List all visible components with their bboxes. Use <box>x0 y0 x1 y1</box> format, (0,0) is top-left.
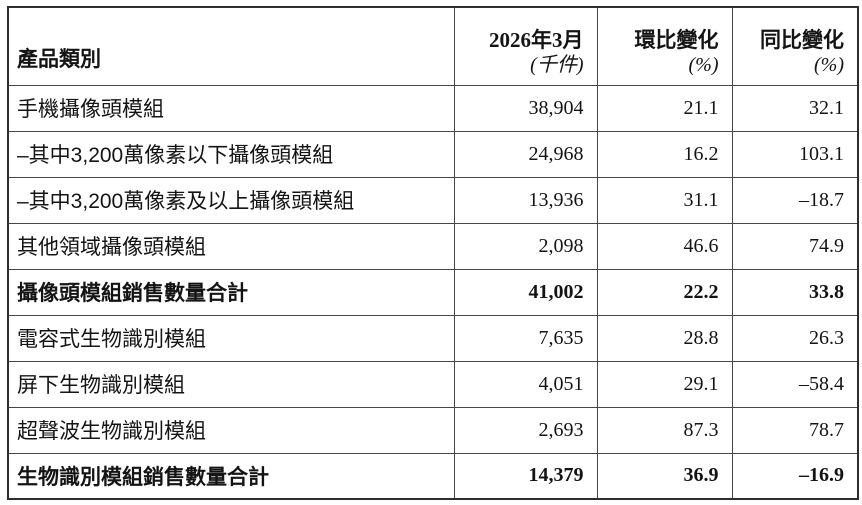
row-yoy: –58.4 <box>731 360 859 408</box>
header-yoy-unit: (%) <box>814 53 844 76</box>
sales-volume-table: 產品類別 2026年3月 (千件) 環比變化 (%) 同比變化 (%) 手機攝像… <box>7 6 859 500</box>
row-category: –其中3,200萬像素及以上攝像頭模組 <box>7 176 455 224</box>
row-volume: 7,635 <box>453 314 598 362</box>
row-mom: 29.1 <box>596 360 733 408</box>
row-category: –其中3,200萬像素以下攝像頭模組 <box>7 130 455 178</box>
header-mom-title: 環比變化 <box>634 27 719 52</box>
row-mom: 28.8 <box>596 314 733 362</box>
row-yoy: 103.1 <box>731 130 859 178</box>
row-volume: 24,968 <box>453 130 598 178</box>
row-yoy: 32.1 <box>731 84 859 132</box>
table-row-total-camera: 攝像頭模組銷售數量合計 41,002 22.2 33.8 <box>7 268 859 316</box>
row-category: 超聲波生物識別模組 <box>7 406 455 454</box>
header-row: 產品類別 2026年3月 (千件) 環比變化 (%) 同比變化 (%) <box>7 6 859 86</box>
row-mom: 16.2 <box>596 130 733 178</box>
table-header: 產品類別 2026年3月 (千件) 環比變化 (%) 同比變化 (%) <box>7 6 859 86</box>
row-volume: 2,693 <box>453 406 598 454</box>
header-volume-unit: (千件) <box>530 53 584 76</box>
row-category: 電容式生物識別模組 <box>7 314 455 362</box>
row-category: 生物識別模組銷售數量合計 <box>7 452 455 500</box>
row-category: 其他領域攝像頭模組 <box>7 222 455 270</box>
table-body: 手機攝像頭模組 38,904 21.1 32.1 –其中3,200萬像素以下攝像… <box>7 84 859 500</box>
row-yoy: –16.9 <box>731 452 859 500</box>
table-row: 其他領域攝像頭模組 2,098 46.6 74.9 <box>7 222 859 270</box>
row-mom: 46.6 <box>596 222 733 270</box>
row-mom: 31.1 <box>596 176 733 224</box>
row-yoy: 26.3 <box>731 314 859 362</box>
row-mom: 36.9 <box>596 452 733 500</box>
table-row: –其中3,200萬像素以下攝像頭模組 24,968 16.2 103.1 <box>7 130 859 178</box>
row-yoy: –18.7 <box>731 176 859 224</box>
row-volume: 2,098 <box>453 222 598 270</box>
table-row: 手機攝像頭模組 38,904 21.1 32.1 <box>7 84 859 132</box>
row-yoy: 33.8 <box>731 268 859 316</box>
row-mom: 21.1 <box>596 84 733 132</box>
row-volume: 14,379 <box>453 452 598 500</box>
header-product-category: 產品類別 <box>7 6 455 86</box>
row-category: 手機攝像頭模組 <box>7 84 455 132</box>
row-volume: 4,051 <box>453 360 598 408</box>
row-mom: 22.2 <box>596 268 733 316</box>
table-row: –其中3,200萬像素及以上攝像頭模組 13,936 31.1 –18.7 <box>7 176 859 224</box>
row-yoy: 78.7 <box>731 406 859 454</box>
row-volume: 41,002 <box>453 268 598 316</box>
row-volume: 38,904 <box>453 84 598 132</box>
row-yoy: 74.9 <box>731 222 859 270</box>
header-yoy-change: 同比變化 (%) <box>731 6 859 86</box>
header-volume-title: 2026年3月 <box>489 27 584 52</box>
table-row: 電容式生物識別模組 7,635 28.8 26.3 <box>7 314 859 362</box>
table-row: 屏下生物識別模組 4,051 29.1 –58.4 <box>7 360 859 408</box>
header-volume-2026-03: 2026年3月 (千件) <box>453 6 598 86</box>
table-row: 超聲波生物識別模組 2,693 87.3 78.7 <box>7 406 859 454</box>
header-mom-unit: (%) <box>688 53 719 76</box>
row-category: 屏下生物識別模組 <box>7 360 455 408</box>
table-row-total-biometric: 生物識別模組銷售數量合計 14,379 36.9 –16.9 <box>7 452 859 500</box>
row-category: 攝像頭模組銷售數量合計 <box>7 268 455 316</box>
row-mom: 87.3 <box>596 406 733 454</box>
header-yoy-title: 同比變化 <box>760 27 844 52</box>
row-volume: 13,936 <box>453 176 598 224</box>
header-mom-change: 環比變化 (%) <box>596 6 733 86</box>
